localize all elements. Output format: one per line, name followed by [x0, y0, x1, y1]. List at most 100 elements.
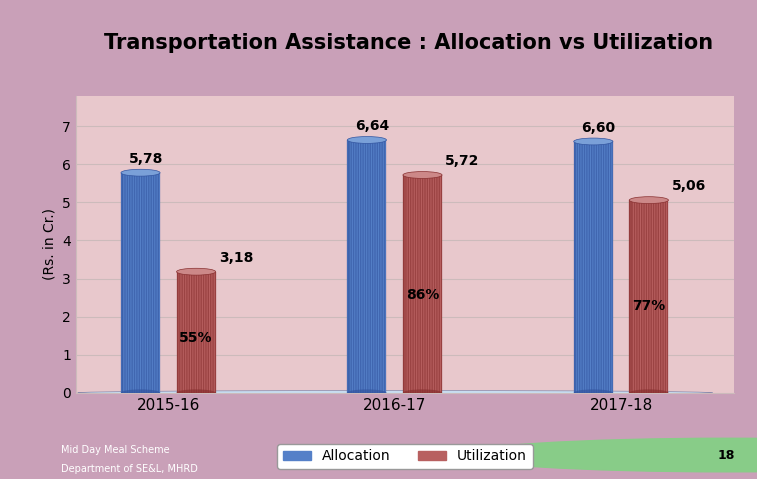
Circle shape: [291, 396, 294, 397]
Circle shape: [260, 406, 263, 407]
Circle shape: [291, 406, 294, 407]
Circle shape: [448, 406, 451, 407]
Circle shape: [543, 394, 546, 395]
Circle shape: [543, 406, 546, 407]
Circle shape: [134, 398, 137, 399]
Circle shape: [276, 394, 279, 395]
Circle shape: [322, 399, 326, 400]
Ellipse shape: [121, 169, 160, 176]
Circle shape: [527, 399, 530, 400]
Circle shape: [181, 400, 184, 402]
Circle shape: [354, 399, 357, 400]
Text: 86%: 86%: [406, 288, 439, 302]
Circle shape: [417, 399, 420, 400]
Circle shape: [134, 396, 137, 397]
Circle shape: [102, 406, 105, 407]
Circle shape: [401, 399, 404, 400]
Circle shape: [228, 400, 231, 402]
Circle shape: [417, 402, 420, 403]
Circle shape: [276, 404, 279, 405]
Circle shape: [260, 398, 263, 399]
Circle shape: [276, 406, 279, 407]
Bar: [121, 173, 123, 393]
Circle shape: [417, 398, 420, 399]
Circle shape: [464, 394, 467, 395]
Circle shape: [448, 399, 451, 400]
Circle shape: [684, 394, 687, 395]
Circle shape: [291, 404, 294, 405]
Circle shape: [276, 396, 279, 397]
Circle shape: [464, 398, 467, 399]
Circle shape: [212, 406, 216, 407]
Circle shape: [260, 394, 263, 395]
Circle shape: [197, 402, 200, 403]
Bar: [176, 272, 179, 393]
Circle shape: [134, 404, 137, 405]
Circle shape: [495, 402, 498, 403]
Circle shape: [558, 398, 562, 399]
Circle shape: [462, 438, 757, 472]
Circle shape: [590, 398, 593, 399]
Circle shape: [338, 406, 341, 407]
Circle shape: [134, 399, 137, 400]
Circle shape: [574, 406, 577, 407]
Bar: [121, 173, 160, 393]
Circle shape: [621, 400, 625, 402]
Circle shape: [165, 394, 168, 395]
Circle shape: [118, 402, 121, 403]
Circle shape: [354, 404, 357, 405]
Circle shape: [354, 406, 357, 407]
Circle shape: [212, 402, 216, 403]
Circle shape: [590, 400, 593, 402]
Circle shape: [558, 402, 562, 403]
Circle shape: [291, 400, 294, 402]
Circle shape: [149, 406, 152, 407]
Circle shape: [480, 394, 483, 395]
Circle shape: [543, 399, 546, 400]
Circle shape: [118, 404, 121, 405]
Circle shape: [228, 406, 231, 407]
Circle shape: [527, 400, 530, 402]
Circle shape: [527, 398, 530, 399]
Circle shape: [165, 399, 168, 400]
Text: 5,78: 5,78: [129, 152, 163, 166]
Circle shape: [165, 396, 168, 397]
Circle shape: [606, 394, 609, 395]
Circle shape: [621, 394, 625, 395]
Circle shape: [228, 404, 231, 405]
Circle shape: [432, 394, 435, 395]
Circle shape: [401, 396, 404, 397]
Circle shape: [448, 394, 451, 395]
Circle shape: [668, 399, 671, 400]
Text: 6,60: 6,60: [581, 121, 615, 135]
Circle shape: [102, 400, 105, 402]
Text: 77%: 77%: [632, 299, 665, 313]
Text: 3,18: 3,18: [219, 251, 253, 265]
Circle shape: [354, 398, 357, 399]
Circle shape: [558, 404, 562, 405]
Circle shape: [165, 402, 168, 403]
Text: 6,64: 6,64: [355, 119, 389, 133]
Circle shape: [134, 402, 137, 403]
Circle shape: [244, 399, 247, 400]
Circle shape: [228, 398, 231, 399]
Circle shape: [197, 399, 200, 400]
Circle shape: [118, 406, 121, 407]
Circle shape: [574, 404, 577, 405]
Circle shape: [527, 396, 530, 397]
Ellipse shape: [176, 389, 216, 396]
Circle shape: [276, 398, 279, 399]
Circle shape: [464, 402, 467, 403]
Circle shape: [260, 396, 263, 397]
Circle shape: [543, 398, 546, 399]
Ellipse shape: [629, 197, 668, 204]
Circle shape: [606, 396, 609, 397]
Circle shape: [606, 404, 609, 405]
Circle shape: [637, 394, 640, 395]
Circle shape: [260, 399, 263, 400]
Circle shape: [511, 400, 514, 402]
Circle shape: [244, 396, 247, 397]
Circle shape: [228, 402, 231, 403]
Circle shape: [543, 402, 546, 403]
Circle shape: [369, 394, 372, 395]
